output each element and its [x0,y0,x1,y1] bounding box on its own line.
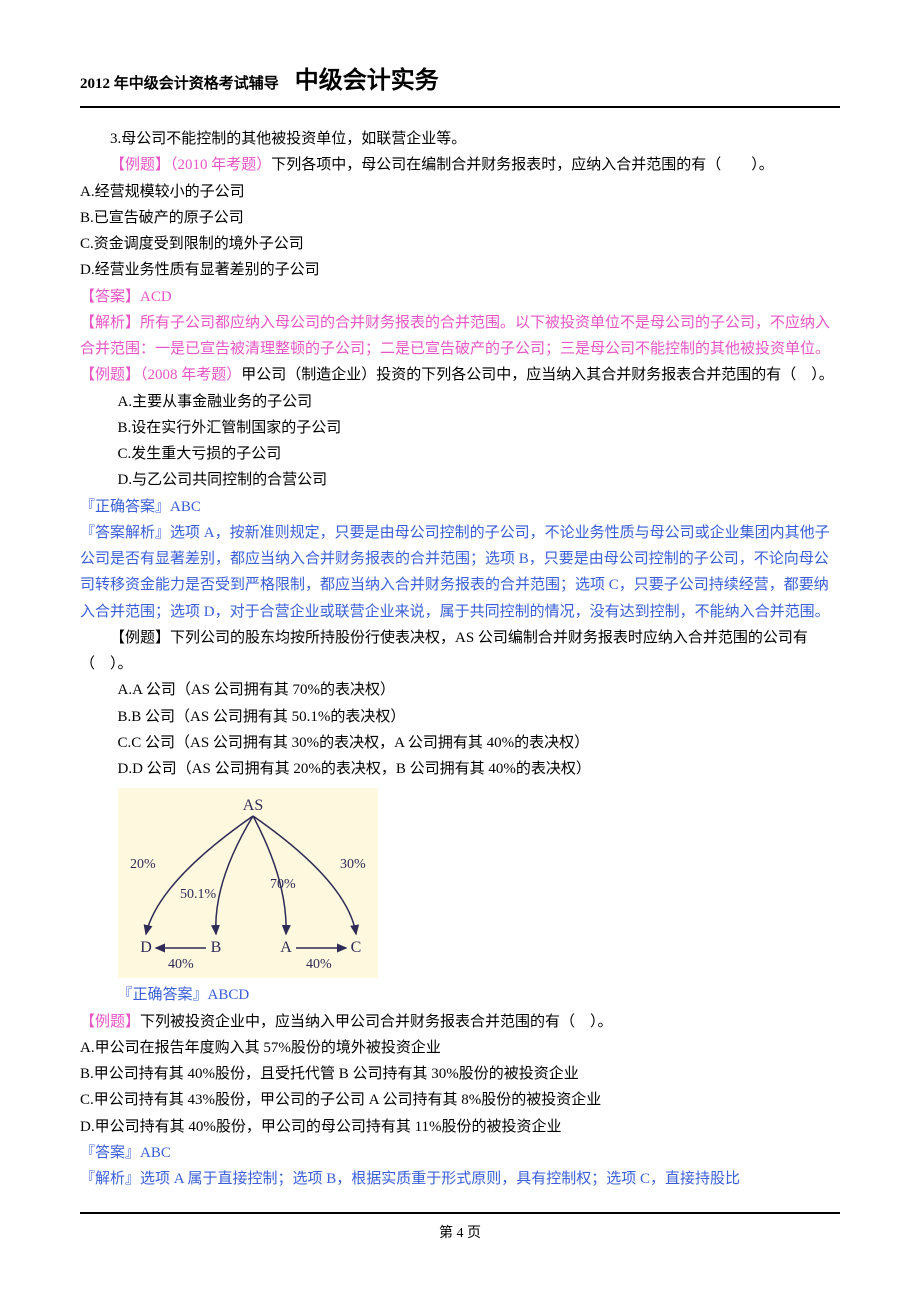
body-line: 3.母公司不能控制的其他被投资单位，如联营企业等。 [80,126,840,152]
svg-text:20%: 20% [130,857,156,872]
svg-text:40%: 40% [306,957,332,972]
option-d: D.与乙公司共同控制的合营公司 [80,467,840,493]
example-text: 下列各项中，母公司在编制合并财务报表时，应纳入合并范围的有（ ）。 [271,157,774,173]
analysis-line: 【解析】所有子公司都应纳入母公司的合并财务报表的合并范围。以下被投资单位不是母公… [80,310,840,363]
svg-text:50.1%: 50.1% [180,887,217,902]
svg-text:C: C [350,939,361,956]
footer-rule [80,1212,840,1214]
option-c: C.资金调度受到限制的境外子公司 [80,231,840,257]
svg-text:40%: 40% [168,957,194,972]
header-title: 中级会计实务 [295,60,439,102]
header-subtitle: 2012 年中级会计资格考试辅导 [80,71,279,97]
correct-answer: 『正确答案』ABC [80,494,840,520]
example-q3: 【例题】下列公司的股东均按所持股份行使表决权，AS 公司编制合并财务报表时应纳入… [80,625,840,678]
option-b: B.B 公司（AS 公司拥有其 50.1%的表决权） [80,704,840,730]
option-b: B.已宣告破产的原子公司 [80,205,840,231]
example-text: 甲公司（制造企业）投资的下列各公司中，应当纳入其合并财务报表合并范围的有（ ）。 [241,367,834,383]
example-tag: 【例题】 [80,1014,140,1030]
option-a: A.A 公司（AS 公司拥有其 70%的表决权） [80,677,840,703]
answer-analysis: 『答案解析』选项 A，按新准则规定，只要是由母公司控制的子公司，不论业务性质与母… [80,520,840,625]
option-b: B.设在实行外汇管制国家的子公司 [80,415,840,441]
option-b: B.甲公司持有其 40%股份，且受托代管 B 公司持有其 30%股份的被投资企业 [80,1061,840,1087]
svg-text:B: B [210,939,221,956]
example-q2: 【例题】（2008 年考题）甲公司（制造企业）投资的下列各公司中，应当纳入其合并… [80,362,840,388]
example-text: 下列被投资企业中，应当纳入甲公司合并财务报表合并范围的有（ ）。 [140,1014,613,1030]
option-c: C.甲公司持有其 43%股份，甲公司的子公司 A 公司持有其 8%股份的被投资企… [80,1087,840,1113]
option-d: D.经营业务性质有显著差别的子公司 [80,257,840,283]
option-a: A.经营规模较小的子公司 [80,179,840,205]
option-d: D.D 公司（AS 公司拥有其 20%的表决权，B 公司拥有其 40%的表决权） [80,756,840,782]
ownership-svg: AS 20% 50.1% 70% 30% D B A C 40% 40% [118,788,378,978]
option-c: C.发生重大亏损的子公司 [80,441,840,467]
option-d: D.甲公司持有其 40%股份，甲公司的母公司持有其 11%股份的被投资企业 [80,1114,840,1140]
answer-line: 【答案】ACD [80,284,840,310]
example-q1: 【例题】（2010 年考题）下列各项中，母公司在编制合并财务报表时，应纳入合并范… [80,152,840,178]
page-header: 2012 年中级会计资格考试辅导 中级会计实务 [80,60,840,108]
svg-text:30%: 30% [340,857,366,872]
svg-text:AS: AS [242,797,262,814]
analysis-line: 『解析』选项 A 属于直接控制；选项 B，根据实质重于形式原则，具有控制权；选项… [80,1166,840,1192]
correct-answer: 『正确答案』ABCD [80,982,840,1008]
svg-text:A: A [280,939,292,956]
option-c: C.C 公司（AS 公司拥有其 30%的表决权，A 公司拥有其 40%的表决权） [80,730,840,756]
option-a: A.甲公司在报告年度购入其 57%股份的境外被投资企业 [80,1035,840,1061]
page-number: 第 4 页 [80,1222,840,1247]
example-q4: 【例题】下列被投资企业中，应当纳入甲公司合并财务报表合并范围的有（ ）。 [80,1009,840,1035]
answer-line: 『答案』ABC [80,1140,840,1166]
svg-text:70%: 70% [270,877,296,892]
option-a: A.主要从事金融业务的子公司 [80,389,840,415]
svg-text:D: D [140,939,152,956]
ownership-diagram: AS 20% 50.1% 70% 30% D B A C 40% 40% [118,788,841,978]
example-tag: 【例题】（2008 年考题） [80,367,241,383]
example-tag: 【例题】（2010 年考题） [110,157,271,173]
